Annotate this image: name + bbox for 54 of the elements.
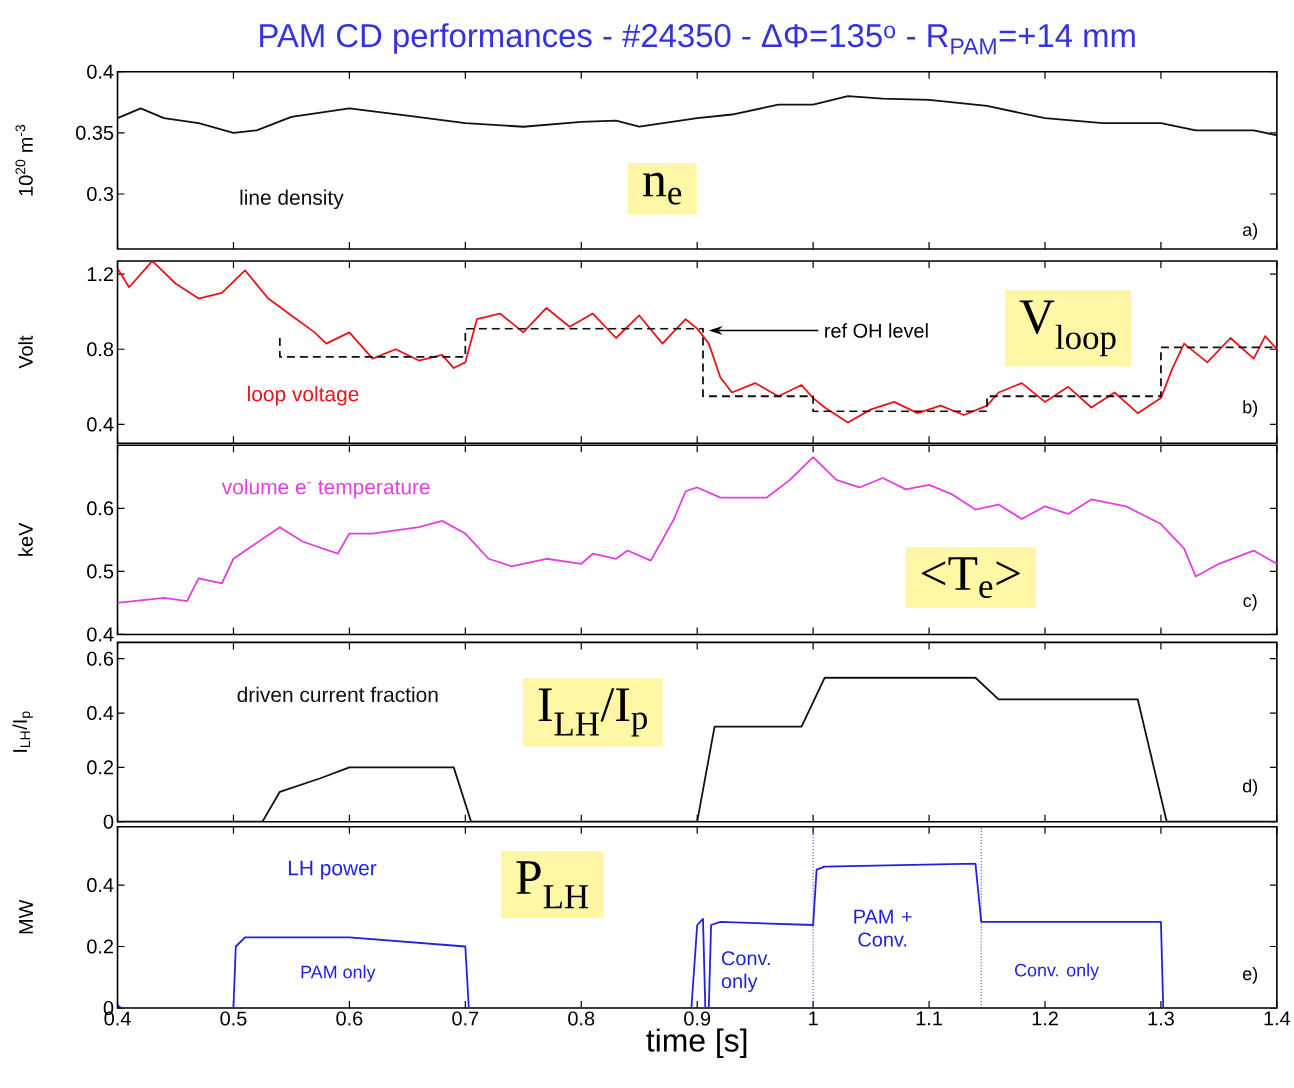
annotation: P$_{LH}$ <box>516 861 589 909</box>
y-axis-title: Volt <box>18 335 33 369</box>
annotation: d) <box>1242 779 1258 797</box>
y-axis-title: keV <box>18 522 33 556</box>
y-tick-label: 0.6 <box>87 501 114 516</box>
text: LH power <box>288 861 377 880</box>
annotation: n$_{e}$ <box>643 173 682 205</box>
annotation: <T$_{e}$> <box>921 557 1020 599</box>
line-series <box>117 95 1277 137</box>
y-tick-label: 0.2 <box>87 760 114 775</box>
y-axis-title: 10$^{20}$ m$^{-3}$ <box>15 125 33 196</box>
series-label: loop voltage <box>248 386 359 406</box>
x-axis-title: time [s] <box>646 1028 747 1059</box>
annotation: PAM + Conv. <box>854 909 912 947</box>
y-tick-label: 0.6 <box>87 651 114 666</box>
y-tick-label: 0.3 <box>87 187 114 202</box>
x-tick-label: 1 <box>809 1011 818 1026</box>
annotation: c) <box>1243 594 1257 611</box>
y-axis-title: I$_{LH}$/I$_{p}$ <box>12 711 33 752</box>
y-tick-label: 0.5 <box>87 564 114 579</box>
y-tick-label: 0 <box>103 814 114 829</box>
y-tick-label: 0.4 <box>87 878 114 893</box>
annotation: I$_{LH}$/I$_{p}$ <box>538 688 647 737</box>
y-tick-label: 0.4 <box>87 706 114 721</box>
y-axis-title: MW <box>19 899 33 934</box>
x-tick-label: 0.5 <box>220 1011 247 1026</box>
annotation: ref OH level <box>825 323 928 338</box>
x-tick-label: 0.7 <box>452 1011 479 1026</box>
annotation: V$_{loop}$ <box>1019 300 1116 357</box>
line-series <box>117 261 1277 424</box>
y-tick-label: 0.4 <box>87 627 114 642</box>
x-tick-label: 0.9 <box>684 1011 711 1026</box>
text: driven current fraction <box>237 686 438 703</box>
x-tick-label: 1.4 <box>1264 1011 1291 1026</box>
x-tick-label: 1.3 <box>1148 1011 1174 1026</box>
y-tick-label: 0.35 <box>76 125 114 141</box>
chart-title: PAM CD performances - #24350 - ΔΦ=135$^{o}$ - R$_{PAM}$=+14 mm <box>260 23 1135 55</box>
y-tick-label: 0.8 <box>87 342 114 357</box>
x-tick-label: 0.6 <box>336 1011 363 1026</box>
annotation: Conv. only <box>721 951 770 993</box>
annotation: Conv. only <box>1014 963 1100 981</box>
y-tick-label: 1.2 <box>87 267 114 282</box>
x-tick-label: 1.2 <box>1032 1011 1058 1026</box>
annotation: PAM only <box>301 965 376 983</box>
series-label: volume e$^{-}$ temperature <box>221 479 430 499</box>
annotation: b) <box>1243 400 1258 418</box>
y-tick-label: 0.4 <box>87 417 114 432</box>
x-tick-label: 0.8 <box>568 1011 595 1026</box>
annotation: a) <box>1243 223 1258 240</box>
y-tick-label: 0.4 <box>87 64 114 79</box>
annotation: e) <box>1243 967 1258 984</box>
y-tick-label: 0.2 <box>87 939 114 954</box>
x-tick-label: 1.1 <box>916 1011 942 1026</box>
text: line density <box>240 189 344 210</box>
